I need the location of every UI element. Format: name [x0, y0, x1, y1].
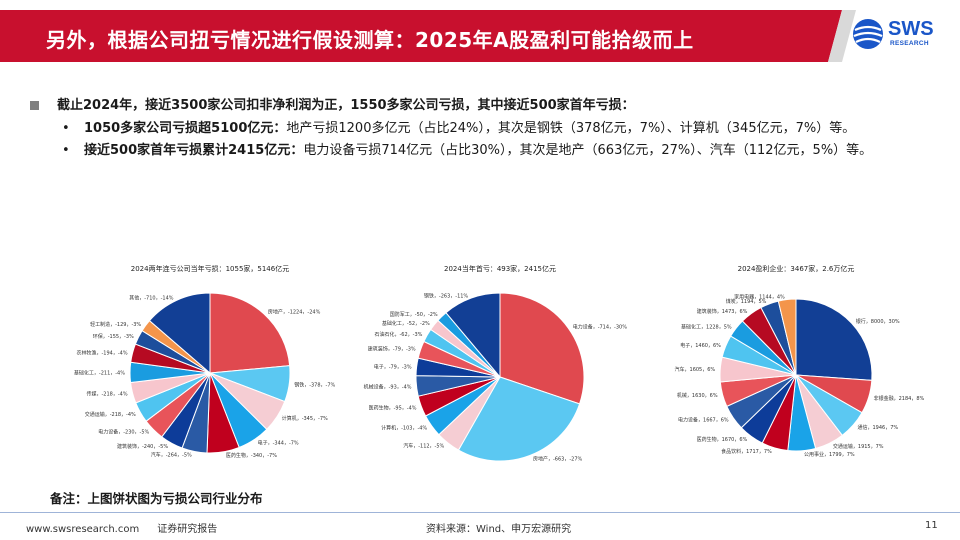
page-number: 11 — [925, 520, 938, 531]
pie-slice-label: 交通运输，1915，7% — [833, 443, 884, 450]
pie-slice-label: 电子，-79，-3% — [374, 364, 412, 371]
pie-slice-label: 医药生物，-95，-4% — [369, 404, 417, 411]
pie-slice-label: 传媒，-218，-4% — [87, 391, 128, 398]
sub-bullet-1-text: 地产亏损1200多亿元（占比24%），其次是钢铁（378亿元，7%）、计算机（3… — [286, 120, 856, 136]
logo-subtext: RESEARCH — [890, 40, 929, 47]
pie-slice-label: 基础化工，1228，5% — [681, 323, 732, 330]
pie-slice — [148, 292, 211, 375]
pie-slice-label: 电子，-344，-7% — [258, 439, 299, 446]
chart-title: 2024两年连亏公司当年亏损：1055家，5146亿元 — [131, 264, 289, 273]
pie-slice-label: 基础化工，-211，-4% — [74, 369, 125, 376]
pie-slice-label: 房地产，-1224，-24% — [268, 309, 321, 316]
logo-globe-icon — [853, 19, 883, 49]
sub-bullet-2-bold: 接近500家首年亏损累计2415亿元： — [84, 143, 304, 158]
pie-slice — [445, 292, 501, 379]
footer-report-label: 证券研究报告 — [157, 524, 218, 535]
pie-slice-label: 公用事业，1799，7% — [804, 451, 855, 458]
pie-slice-label: 食品饮料，1717，7% — [721, 448, 772, 455]
pie-slice-label: 煤炭，1194，5% — [726, 298, 767, 305]
pie-slice-label: 机械设备，-93，-4% — [364, 383, 412, 390]
charts-area: 2024两年连亏公司当年亏损：1055家，5146亿元房地产，-1224，-24… — [0, 255, 960, 485]
pie-slice-label: 医药生物，1670，6% — [697, 436, 748, 443]
pie-slice-label: 计算机，-103，-4% — [381, 425, 427, 432]
pie-slice-label: 医药生物，-340，-7% — [226, 452, 277, 459]
footer-left: www.swsresearch.com 证券研究报告 — [26, 520, 217, 535]
pie-chart-svg: 2024两年连亏公司当年亏损：1055家，5146亿元房地产，-1224，-24… — [74, 264, 336, 459]
chart-note: 备注：上图饼状图为亏损公司行业分布 — [50, 491, 263, 506]
pie-slice-label: 轻工制造，-129，-3% — [90, 321, 141, 328]
header-red-band — [0, 10, 842, 62]
pie-slice-label: 基础化工，-52，-2% — [382, 320, 430, 327]
sub-bullet-1-bold: 1050多家公司亏损超5100亿元： — [84, 120, 287, 136]
logo-text: SWS — [888, 18, 934, 40]
pie-slice — [795, 298, 873, 381]
sub-bullet-2-text: 电力设备亏损714亿元（占比30%），其次是地产（663亿元，27%）、汽车（1… — [303, 143, 873, 158]
pie-slice-label: 电力设备，-230，-5% — [98, 429, 149, 436]
pie-slice-label: 其他，-710，-14% — [129, 295, 174, 302]
square-bullet-icon — [30, 101, 39, 111]
header-grey-shade — [828, 10, 856, 62]
summary-bullets: 截止2024年，接近3500家公司扣非净利润为正，1550多家公司亏损，其中接近… — [28, 96, 948, 161]
pie-slice-label: 交通运输，-218，-4% — [85, 411, 136, 418]
sub-bullet-1: • 1050多家公司亏损超5100亿元：地产亏损1200多亿元（占比24%），其次… — [62, 119, 948, 139]
pie-slice-label: 家用电器，1144，4% — [734, 294, 785, 301]
pie-slice — [777, 298, 797, 376]
footer-divider — [0, 512, 960, 513]
pie-slice-label: 农林牧渔，-194，-4% — [77, 349, 128, 356]
pie-slice-label: 银行，8000，30% — [856, 318, 900, 325]
chart-title: 2024当年首亏：493家，2415亿元 — [444, 264, 556, 273]
dot-bullet-icon: • — [62, 120, 70, 136]
pie-slice-label: 环保，-155，-3% — [93, 333, 134, 340]
pie-slice-label: 汽车，1605，6% — [675, 366, 716, 373]
pie-slice-label: 电子，1460，6% — [680, 342, 721, 349]
pie-slice-label: 汽车，-112，-5% — [403, 442, 444, 449]
main-bullet: 截止2024年，接近3500家公司扣非净利润为正，1550多家公司亏损，其中接近… — [28, 96, 948, 116]
footer-site-link[interactable]: www.swsresearch.com — [26, 524, 140, 535]
pie-slice-label: 国防军工，-50，-2% — [390, 311, 438, 318]
pie-slice-label: 钢铁，-263，-11% — [424, 292, 469, 299]
chart-title: 2024盈利企业：3467家，2.6万亿元 — [738, 264, 855, 273]
pie-slice-label: 房地产，-663，-27% — [533, 455, 583, 462]
header-banner — [0, 10, 856, 62]
dot-bullet-icon: • — [62, 143, 70, 158]
sws-logo: SWS RESEARCH — [852, 16, 944, 56]
pie-slice-label: 汽车，-264，-5% — [151, 451, 192, 458]
pie-chart-profit: 2024盈利企业：3467家，2.6万亿元银行，8000，30% 非银金融，218… — [664, 255, 944, 489]
page-title: 另外，根据公司扭亏情况进行假设测算：2025年A股盈利可能拾级而上 — [46, 28, 694, 52]
sub-bullet-2: • 接近500家首年亏损累计2415亿元：电力设备亏损714亿元（占比30%），其… — [62, 141, 948, 161]
pie-chart-first-loss: 2024当年首亏：493家，2415亿元电力设备，-714，-30% 房地产，-6… — [362, 255, 642, 489]
pie-slice-label: 建筑装饰，1473，6% — [697, 308, 748, 315]
pie-slice-label: 石油石化，-62，-3% — [374, 331, 422, 338]
pie-slice — [457, 376, 581, 462]
pie-chart-loss-two-years: 2024两年连亏公司当年亏损：1055家，5146亿元房地产，-1224，-24… — [60, 255, 340, 489]
pie-slice-label: 钢铁，-378，-7% — [294, 381, 335, 388]
pie-slice — [499, 292, 585, 405]
pie-slice — [209, 292, 291, 374]
pie-slice-label: 电力设备，1667，6% — [678, 416, 729, 423]
pie-slice-label: 建筑装饰，-79，-3% — [368, 346, 416, 353]
pie-slice-label: 非银金融，2184，8% — [874, 395, 925, 402]
pie-slice-label: 计算机，-345，-7% — [282, 415, 328, 422]
header: 另外，根据公司扭亏情况进行假设测算：2025年A股盈利可能拾级而上 SWS RE… — [0, 0, 960, 72]
pie-slice-label: 电力设备，-714，-30% — [573, 323, 628, 330]
pie-slice-label: 建筑装饰，-240，-5% — [117, 443, 168, 450]
pie-slice-label: 机械，1630，6% — [677, 392, 718, 399]
main-bullet-text: 截止2024年，接近3500家公司扣非净利润为正，1550多家公司亏损，其中接近… — [57, 98, 635, 113]
pie-slice-label: 通信，1946，7% — [858, 424, 899, 431]
footer-source: 资料来源：Wind、申万宏源研究 — [426, 524, 572, 535]
